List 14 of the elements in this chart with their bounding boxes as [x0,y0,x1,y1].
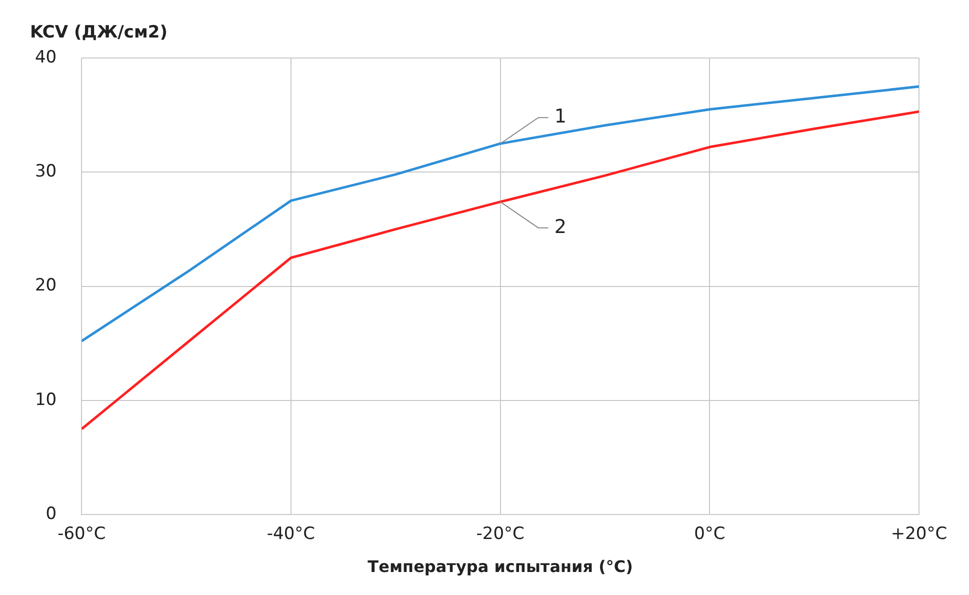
y-tick-label: 0 [46,504,57,524]
x-tick-label: -40°C [266,524,316,544]
x-tick-label: +20°C [890,524,948,544]
x-tick-label: -60°C [58,524,106,544]
series-label: 2 [554,216,566,238]
y-axis-title: KCV (ДЖ/см2) [30,22,168,42]
y-tick-label: 20 [34,276,57,296]
series-label: 1 [554,106,566,128]
y-tick-label: 40 [34,47,57,68]
x-axis-title: Температура испытания (°C) [368,557,633,576]
x-tick-label: 0°C [694,524,726,544]
x-tick-label: -20°C [476,524,524,544]
y-tick-label: 10 [34,390,57,410]
y-tick-label: 30 [34,162,57,182]
